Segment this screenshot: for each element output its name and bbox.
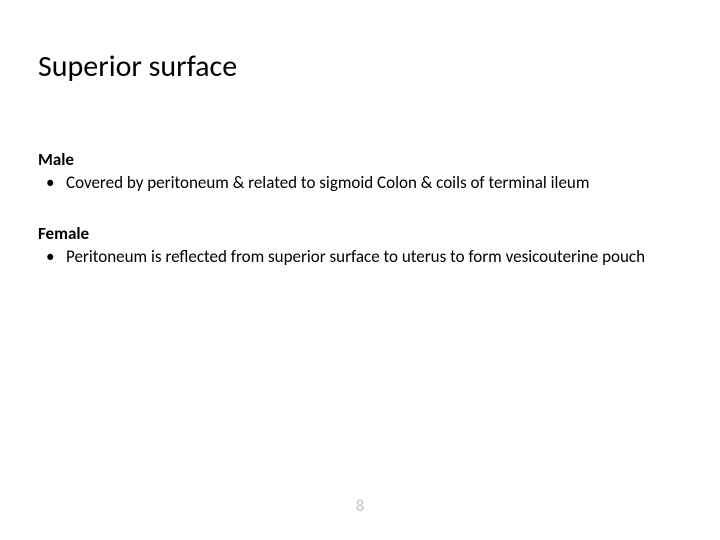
section-heading: Female <box>38 223 682 244</box>
bullet-list: Peritoneum is reflected from superior su… <box>38 246 682 267</box>
section-male: Male Covered by peritoneum & related to … <box>38 149 682 193</box>
page-number: 8 <box>0 497 720 516</box>
list-item: Peritoneum is reflected from superior su… <box>38 246 682 267</box>
slide: Superior surface Male Covered by periton… <box>0 0 720 540</box>
slide-title: Superior surface <box>38 48 682 85</box>
section-heading: Male <box>38 149 682 170</box>
list-item: Covered by peritoneum & related to sigmo… <box>38 172 682 193</box>
bullet-list: Covered by peritoneum & related to sigmo… <box>38 172 682 193</box>
section-female: Female Peritoneum is reflected from supe… <box>38 223 682 267</box>
